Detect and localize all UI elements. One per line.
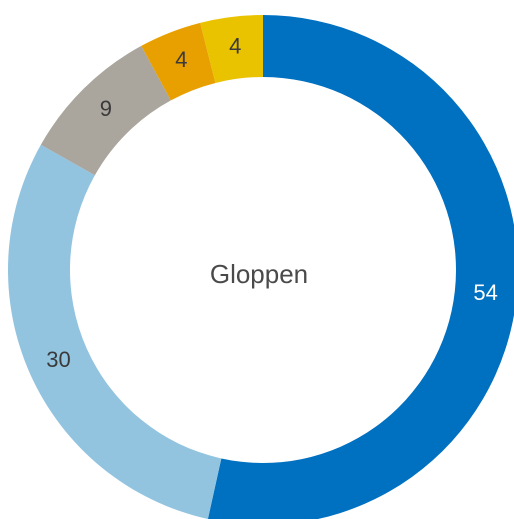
donut-slice [200,15,263,83]
donut-slice [207,15,514,519]
data-label: 30 [46,347,70,372]
data-label: 9 [100,96,112,121]
data-label: 4 [229,34,241,59]
data-label: 4 [175,47,187,72]
donut-slice [7,144,222,519]
donut-slice [141,22,216,101]
chart-title: Gloppen [210,259,308,289]
donut-slice [40,45,171,176]
data-label: 54 [473,280,497,305]
